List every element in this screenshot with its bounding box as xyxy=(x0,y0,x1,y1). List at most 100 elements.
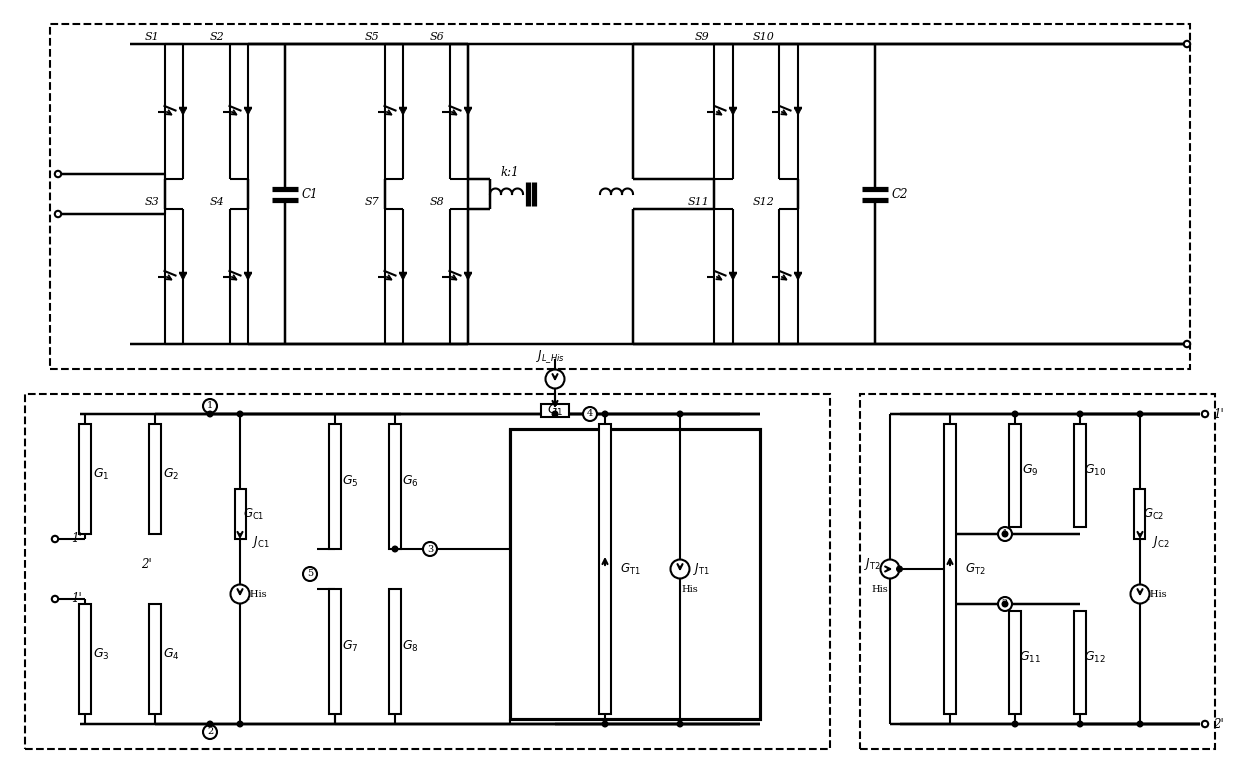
Bar xyxy=(79,424,91,534)
Polygon shape xyxy=(729,108,737,115)
Text: 1': 1' xyxy=(71,533,82,546)
Text: $G_4$: $G_4$ xyxy=(162,647,180,662)
Circle shape xyxy=(1002,601,1008,606)
Circle shape xyxy=(1184,41,1190,47)
Text: $G_{\rm C2}$: $G_{\rm C2}$ xyxy=(1143,506,1164,521)
Text: $G_6$: $G_6$ xyxy=(402,474,418,489)
Text: $J_{\rm T2}$: $J_{\rm T2}$ xyxy=(863,556,880,572)
Text: $G_{\rm T2}$: $G_{\rm T2}$ xyxy=(965,562,986,577)
Bar xyxy=(1074,424,1086,527)
Bar xyxy=(389,589,401,714)
Text: $J_{L\_His}$: $J_{L\_His}$ xyxy=(536,348,564,365)
Polygon shape xyxy=(794,108,802,115)
Circle shape xyxy=(303,567,317,581)
Circle shape xyxy=(207,411,213,417)
Text: 1: 1 xyxy=(1002,530,1008,538)
Circle shape xyxy=(583,407,596,421)
Text: _His: _His xyxy=(246,589,267,599)
Bar xyxy=(329,589,341,714)
Text: His: His xyxy=(681,584,698,594)
Circle shape xyxy=(231,584,249,603)
Polygon shape xyxy=(464,272,471,280)
Polygon shape xyxy=(399,272,407,280)
Polygon shape xyxy=(794,272,802,280)
Text: 2: 2 xyxy=(207,727,213,736)
Bar xyxy=(1135,489,1146,539)
Text: S9: S9 xyxy=(694,32,709,42)
Polygon shape xyxy=(180,272,187,280)
Circle shape xyxy=(55,171,61,177)
Text: His: His xyxy=(872,584,888,594)
Bar xyxy=(149,604,161,714)
Bar xyxy=(510,429,760,719)
Bar xyxy=(149,424,161,534)
Text: 1': 1' xyxy=(71,593,82,606)
Bar xyxy=(329,424,341,549)
Circle shape xyxy=(55,211,61,217)
Circle shape xyxy=(207,721,213,727)
Bar xyxy=(389,424,401,549)
Text: 2': 2' xyxy=(1213,717,1224,730)
Text: S7: S7 xyxy=(365,197,379,207)
Circle shape xyxy=(552,411,558,417)
Text: C1: C1 xyxy=(303,187,319,200)
Polygon shape xyxy=(464,108,471,115)
Polygon shape xyxy=(729,272,737,280)
Bar xyxy=(861,394,1215,749)
Circle shape xyxy=(203,725,217,739)
Polygon shape xyxy=(244,272,252,280)
Text: $G_3$: $G_3$ xyxy=(93,647,109,662)
Text: $J_{\rm C1}$: $J_{\rm C1}$ xyxy=(252,534,269,550)
Text: C2: C2 xyxy=(892,187,909,200)
Circle shape xyxy=(52,536,58,542)
Text: 2': 2' xyxy=(141,558,153,571)
Text: S12: S12 xyxy=(753,197,775,207)
Text: $G_8$: $G_8$ xyxy=(402,639,418,654)
Bar xyxy=(234,489,246,539)
Text: S6: S6 xyxy=(430,32,444,42)
Bar xyxy=(1074,611,1086,714)
Text: 5: 5 xyxy=(308,569,312,578)
Text: $G_5$: $G_5$ xyxy=(342,474,358,489)
Text: S1: S1 xyxy=(145,32,160,42)
Text: S2: S2 xyxy=(210,32,224,42)
Circle shape xyxy=(603,411,608,417)
Text: S10: S10 xyxy=(753,32,775,42)
Circle shape xyxy=(52,596,58,602)
Circle shape xyxy=(1002,531,1008,537)
Text: $G_{10}$: $G_{10}$ xyxy=(1084,463,1106,478)
Bar xyxy=(50,24,1190,369)
Bar xyxy=(1009,424,1021,527)
Bar xyxy=(25,394,830,749)
Text: 4: 4 xyxy=(587,410,593,418)
Circle shape xyxy=(237,411,243,417)
Circle shape xyxy=(880,559,899,578)
Circle shape xyxy=(237,721,243,727)
Circle shape xyxy=(677,411,683,417)
Circle shape xyxy=(1137,411,1143,417)
Circle shape xyxy=(1202,721,1208,727)
Text: 3: 3 xyxy=(427,544,433,553)
Circle shape xyxy=(671,559,689,578)
Circle shape xyxy=(423,542,436,556)
Circle shape xyxy=(546,370,564,389)
Circle shape xyxy=(203,399,217,413)
Circle shape xyxy=(677,721,683,727)
Text: $G_{\rm C1}$: $G_{\rm C1}$ xyxy=(243,506,264,521)
Bar xyxy=(599,424,611,714)
Circle shape xyxy=(1078,721,1083,727)
Text: 1': 1' xyxy=(1213,408,1224,420)
Text: 1: 1 xyxy=(207,402,213,411)
Text: $G_{12}$: $G_{12}$ xyxy=(1084,650,1106,665)
Circle shape xyxy=(1012,721,1018,727)
Text: $G_1$: $G_1$ xyxy=(547,402,563,417)
Circle shape xyxy=(603,721,608,727)
Circle shape xyxy=(1184,341,1190,347)
Bar xyxy=(1009,611,1021,714)
Circle shape xyxy=(998,527,1012,541)
Circle shape xyxy=(1012,411,1018,417)
Text: S3: S3 xyxy=(145,197,160,207)
Bar xyxy=(541,404,569,417)
Circle shape xyxy=(1131,584,1149,603)
Circle shape xyxy=(392,546,398,552)
